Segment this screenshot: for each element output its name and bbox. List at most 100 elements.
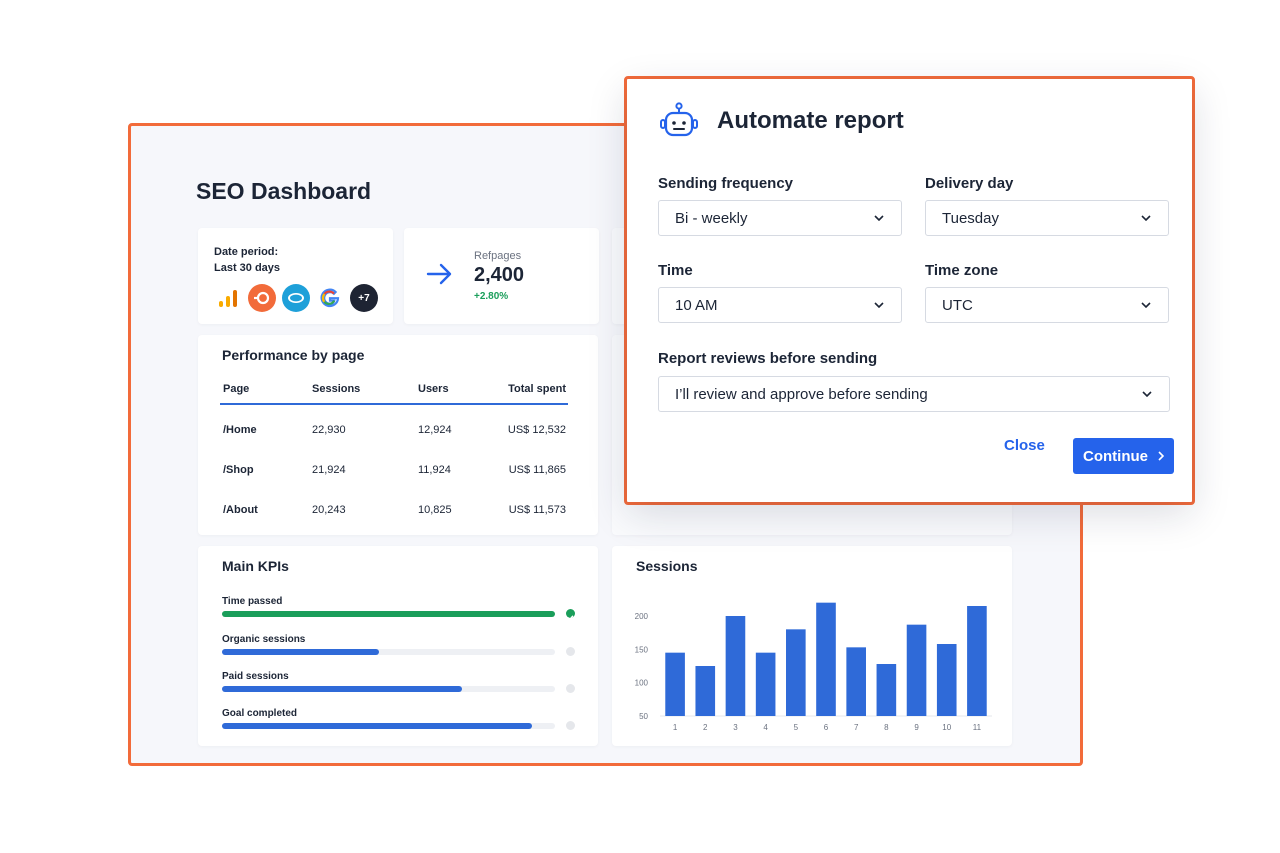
sessions-bar[interactable] [967, 606, 987, 716]
sessions-bar[interactable] [665, 652, 685, 716]
cell-page: /Home [223, 424, 257, 436]
kpi-progress-fill [222, 686, 462, 692]
chevron-down-icon [873, 212, 885, 224]
automate-report-dialog: Automate report Sending frequency Bi - w… [627, 79, 1192, 502]
sending-frequency-value: Bi - weekly [675, 209, 748, 227]
sessions-bar[interactable] [725, 616, 746, 716]
robot-icon [659, 101, 699, 146]
column-header[interactable]: Total spent [508, 383, 566, 395]
time-zone-value: UTC [942, 296, 973, 314]
date-period-value: Last 30 days [214, 262, 281, 274]
x-tick-label: 6 [824, 723, 829, 732]
chevron-down-icon [1140, 212, 1152, 224]
x-tick-label: 9 [914, 723, 919, 732]
cell-users: 12,924 [418, 424, 452, 436]
sessions-bar[interactable] [786, 629, 806, 716]
kpi-status-dot [566, 684, 575, 693]
x-tick-label: 8 [884, 723, 889, 732]
data-sources: +7 [214, 284, 378, 312]
sending-frequency-label: Sending frequency [658, 175, 794, 192]
column-header[interactable]: Users [418, 383, 449, 395]
x-tick-label: 7 [854, 723, 859, 732]
kpi-progress-track [222, 649, 555, 655]
kpi-status-dot [566, 721, 575, 730]
more-sources-badge[interactable]: +7 [350, 284, 378, 312]
time-zone-select[interactable]: UTC [925, 287, 1169, 323]
report-review-label: Report reviews before sending [658, 350, 878, 367]
refpages-delta: +2.80% [474, 291, 509, 302]
modal-highlight-frame [624, 76, 1195, 505]
x-tick-label: 2 [703, 723, 708, 732]
kpi-label: Paid sessions [222, 671, 289, 682]
sessions-bar[interactable] [936, 644, 957, 716]
arrow-right-icon [426, 262, 454, 291]
x-tick-label: 1 [673, 723, 678, 732]
cell-total-spent: US$ 12,532 [507, 424, 566, 436]
sessions-bar[interactable] [906, 624, 927, 716]
sending-frequency-select[interactable]: Bi - weekly [658, 200, 902, 236]
refpages-card[interactable]: Refpages 2,400 +2.80% [404, 228, 599, 324]
sessions-bar[interactable] [755, 652, 776, 716]
cell-page: /Shop [223, 464, 254, 476]
dialog-title: Automate report [717, 107, 904, 134]
sessions-bar[interactable] [695, 666, 716, 716]
refpages-label: Refpages [474, 250, 522, 262]
report-review-select[interactable]: I’ll review and approve before sending [658, 376, 1170, 412]
sessions-bar[interactable] [876, 664, 897, 716]
kpi-progress-fill [222, 723, 532, 729]
kpi-label: Goal completed [222, 708, 298, 719]
cell-total-spent: US$ 11,573 [508, 504, 566, 516]
y-tick-label: 100 [635, 679, 649, 688]
column-header[interactable]: Page [223, 383, 250, 395]
dashboard-title: SEO Dashboard [196, 178, 372, 204]
chevron-down-icon [1141, 388, 1153, 400]
kpi-item: Time passed [222, 596, 582, 621]
close-button[interactable]: Close [1004, 437, 1045, 454]
y-tick-label: 200 [635, 612, 649, 621]
google-analytics-icon [214, 284, 242, 312]
date-period-card[interactable]: Date period: Last 30 days +7 [198, 228, 393, 324]
time-select[interactable]: 10 AM [658, 287, 902, 323]
delivery-day-value: Tuesday [942, 209, 999, 227]
sessions-bar[interactable] [816, 602, 836, 716]
check-icon [566, 609, 575, 621]
sessions-chart-card: Sessions 50 100 150 200 1 2 3 4 5 6 7 8 9 10 11 [612, 546, 1012, 746]
sessions-bar-chart: 50 100 150 200 1 2 3 4 5 6 7 8 9 10 11 [635, 602, 992, 732]
continue-label: Continue [1083, 447, 1148, 465]
semrush-icon [248, 284, 276, 312]
cell-sessions: 22,930 [312, 424, 346, 436]
y-tick-label: 150 [635, 645, 649, 654]
cell-users: 11,924 [418, 464, 451, 476]
kpi-progress-track [222, 686, 555, 692]
table-row[interactable]: /Shop 21,924 11,924 US$ 11,865 [220, 464, 568, 484]
kpi-item: Goal completed [222, 708, 582, 730]
kpis-title: Main KPIs [222, 558, 289, 574]
chevron-right-icon [1158, 448, 1165, 465]
cell-sessions: 20,243 [312, 504, 346, 516]
chevron-down-icon [873, 299, 885, 311]
cell-total-spent: US$ 11,865 [508, 464, 566, 476]
kpi-progress-track [222, 723, 555, 729]
report-review-value: I’ll review and approve before sending [675, 385, 928, 403]
table-row[interactable]: /Home 22,930 12,924 US$ 12,532 [220, 424, 568, 444]
table-row[interactable]: /About 20,243 10,825 US$ 11,573 [220, 504, 568, 524]
column-header[interactable]: Sessions [312, 383, 361, 395]
kpi-progress-fill [222, 611, 555, 617]
continue-button[interactable]: Continue [1073, 438, 1174, 474]
kpi-progress-track [222, 611, 555, 617]
kpi-status-dot [566, 647, 575, 656]
x-tick-label: 11 [973, 723, 982, 732]
y-tick-label: 50 [639, 712, 648, 721]
performance-by-page-card: Performance by page Page Sessions Users … [198, 335, 598, 535]
salesforce-icon [282, 284, 310, 312]
time-zone-label: Time zone [925, 262, 999, 279]
chevron-down-icon [1140, 299, 1152, 311]
delivery-day-select[interactable]: Tuesday [925, 200, 1169, 236]
cell-page: /About [223, 504, 258, 516]
table-header: Page Sessions Users Total spent [220, 383, 568, 405]
sessions-bar[interactable] [846, 647, 866, 716]
sessions-title: Sessions [636, 558, 698, 574]
delivery-day-label: Delivery day [925, 175, 1014, 192]
date-period-label: Date period: [214, 246, 279, 258]
time-value: 10 AM [675, 296, 718, 314]
